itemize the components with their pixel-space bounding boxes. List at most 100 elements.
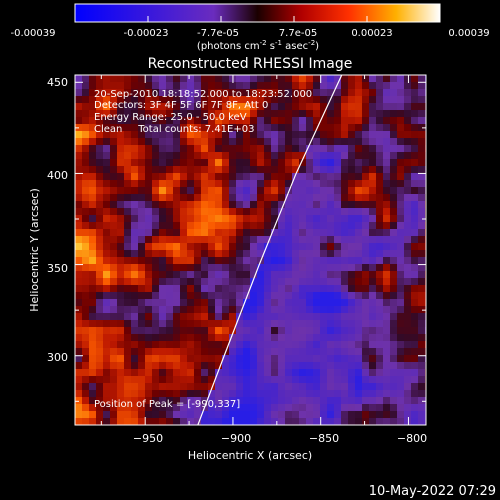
heatmap-cell [348, 75, 356, 83]
heatmap-cell [89, 145, 97, 153]
heatmap-cell [194, 327, 202, 335]
heatmap-cell [180, 341, 188, 349]
heatmap-cell [383, 110, 391, 118]
heatmap-cell [327, 208, 335, 216]
heatmap-cell [250, 110, 258, 118]
heatmap-cell [411, 348, 419, 356]
heatmap-cell [299, 341, 307, 349]
heatmap-cell [96, 159, 104, 167]
heatmap-cell [264, 327, 272, 335]
heatmap-cell [313, 131, 321, 139]
heatmap-cell [278, 362, 286, 370]
heatmap-cell [306, 250, 314, 258]
heatmap-cell [264, 348, 272, 356]
heatmap-cell [124, 131, 132, 139]
heatmap-cell [110, 215, 118, 223]
heatmap-cell [201, 299, 209, 307]
heatmap-cell [313, 327, 321, 335]
heatmap-cell [376, 117, 384, 125]
heatmap-cell [222, 194, 230, 202]
heatmap-cell [390, 173, 398, 181]
heatmap-cell [243, 285, 251, 293]
heatmap-cell [320, 299, 328, 307]
heatmap-cell [285, 222, 293, 230]
heatmap-cell [187, 138, 195, 146]
heatmap-cell [250, 376, 258, 384]
heatmap-cell [418, 103, 426, 111]
heatmap-cell [229, 131, 237, 139]
heatmap-cell [222, 278, 230, 286]
heatmap-cell [243, 418, 251, 425]
heatmap-cell [180, 299, 188, 307]
heatmap-cell [334, 96, 342, 104]
heatmap-cell [390, 285, 398, 293]
heatmap-cell [110, 208, 118, 216]
heatmap-cell [383, 117, 391, 125]
heatmap-cell [306, 145, 314, 153]
heatmap-cell [208, 229, 216, 237]
heatmap-cell [117, 236, 125, 244]
heatmap-cell [278, 131, 286, 139]
heatmap-cell [82, 411, 90, 419]
heatmap-cell [369, 229, 377, 237]
heatmap-cell [348, 180, 356, 188]
heatmap-cell [194, 117, 202, 125]
heatmap-cell [355, 369, 363, 377]
heatmap-cell [327, 383, 335, 391]
heatmap-cell [215, 418, 223, 425]
heatmap-cell [201, 285, 209, 293]
heatmap-cell [355, 306, 363, 314]
heatmap-cell [89, 159, 97, 167]
heatmap-cell [362, 110, 370, 118]
heatmap-cell [152, 208, 160, 216]
heatmap-cell [75, 376, 83, 384]
heatmap-cell [418, 166, 426, 174]
heatmap-cell [411, 208, 419, 216]
heatmap-cell [145, 229, 153, 237]
heatmap-cell [355, 82, 363, 90]
heatmap-cell [292, 236, 300, 244]
heatmap-cell [278, 285, 286, 293]
heatmap-cell [166, 166, 174, 174]
heatmap-cell [285, 173, 293, 181]
heatmap-cell [180, 306, 188, 314]
heatmap-cell [320, 271, 328, 279]
heatmap-cell [418, 348, 426, 356]
heatmap-cell [96, 292, 104, 300]
heatmap-cell [82, 152, 90, 160]
heatmap-cell [411, 173, 419, 181]
heatmap-cell [173, 376, 181, 384]
heatmap-cell [138, 75, 146, 83]
heatmap-cell [208, 173, 216, 181]
heatmap-cell [369, 96, 377, 104]
heatmap-cell [110, 236, 118, 244]
heatmap-cell [173, 299, 181, 307]
heatmap-cell [166, 334, 174, 342]
heatmap-cell [341, 348, 349, 356]
heatmap-cell [369, 222, 377, 230]
heatmap-cell [257, 96, 265, 104]
heatmap-cell [348, 194, 356, 202]
heatmap-cell [250, 341, 258, 349]
heatmap-cell [208, 327, 216, 335]
heatmap-cell [89, 194, 97, 202]
heatmap-cell [208, 285, 216, 293]
heatmap-cell [271, 271, 279, 279]
heatmap-cell [173, 194, 181, 202]
heatmap-cell [131, 173, 139, 181]
heatmap-cell [194, 187, 202, 195]
x-tick-label: −950 [133, 432, 163, 445]
heatmap-cell [229, 138, 237, 146]
heatmap-cell [131, 194, 139, 202]
annotation-time-range: 20-Sep-2010 18:18:52.000 to 18:23:52.000 [94, 89, 312, 100]
heatmap-cell [362, 89, 370, 97]
heatmap-cell [369, 180, 377, 188]
heatmap-cell [376, 215, 384, 223]
heatmap-cell [131, 362, 139, 370]
heatmap-cell [152, 376, 160, 384]
heatmap-cell [299, 348, 307, 356]
heatmap-cell [159, 180, 167, 188]
heatmap-cell [194, 271, 202, 279]
heatmap-cell [362, 313, 370, 321]
heatmap-cell [124, 306, 132, 314]
